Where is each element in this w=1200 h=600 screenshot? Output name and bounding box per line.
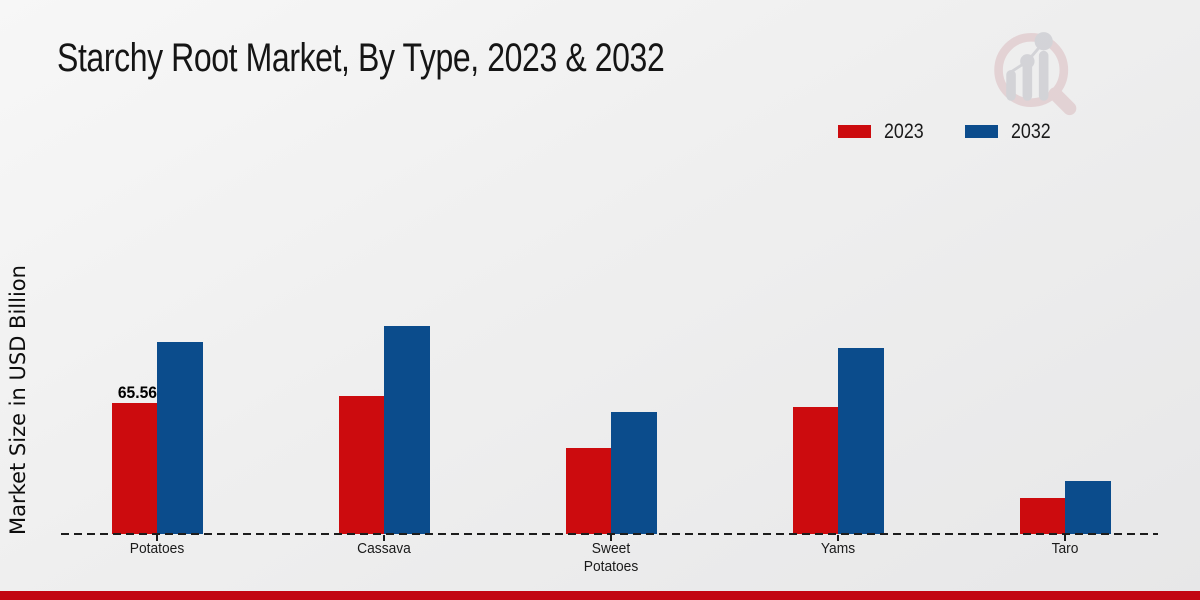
x-axis-baseline bbox=[61, 533, 1158, 535]
x-axis-tick bbox=[610, 535, 613, 541]
category-label-yams: Yams bbox=[821, 540, 856, 557]
legend-swatch-2032 bbox=[964, 125, 998, 138]
legend-label-2032: 2032 bbox=[1010, 120, 1051, 143]
legend-swatch-2023 bbox=[838, 125, 871, 138]
bar-2032-potatoes bbox=[157, 342, 203, 534]
bar-2023-taro bbox=[1019, 498, 1066, 534]
bar-2023-sweet-potatoes bbox=[565, 448, 612, 534]
bar-2023-cassava bbox=[338, 396, 385, 534]
bar-value-label: 65.56 bbox=[117, 382, 157, 402]
legend-item-2032: 2032 bbox=[964, 120, 1058, 143]
legend-label-2023: 2023 bbox=[884, 120, 924, 143]
y-axis-label: Market Size in USD Billion bbox=[6, 265, 30, 535]
bar-2032-taro bbox=[1065, 481, 1111, 534]
bar-2032-cassava bbox=[384, 326, 430, 534]
x-axis-tick bbox=[1064, 535, 1067, 541]
footer-accent-bar bbox=[0, 591, 1200, 600]
bar-2032-sweet-potatoes bbox=[611, 412, 657, 534]
category-label-taro: Taro bbox=[1051, 540, 1079, 557]
bar-2032-yams bbox=[838, 348, 884, 534]
bar-2023-potatoes bbox=[111, 402, 157, 534]
category-label-sweet-potatoes: Sweet Potatoes bbox=[583, 540, 639, 576]
category-label-cassava: Cassava bbox=[357, 540, 411, 557]
market-research-future-logo-icon bbox=[988, 22, 1084, 118]
category-label-potatoes: Potatoes bbox=[129, 540, 185, 557]
bar-2023-yams bbox=[792, 407, 839, 534]
legend-item-2023: 2023 bbox=[838, 121, 931, 142]
chart-title: Starchy Root Market, By Type, 2023 & 203… bbox=[57, 36, 665, 80]
x-axis-tick bbox=[156, 535, 158, 541]
x-axis-tick bbox=[837, 535, 840, 541]
legend: 2023 2032 bbox=[838, 121, 1057, 142]
x-axis-tick bbox=[383, 535, 386, 541]
